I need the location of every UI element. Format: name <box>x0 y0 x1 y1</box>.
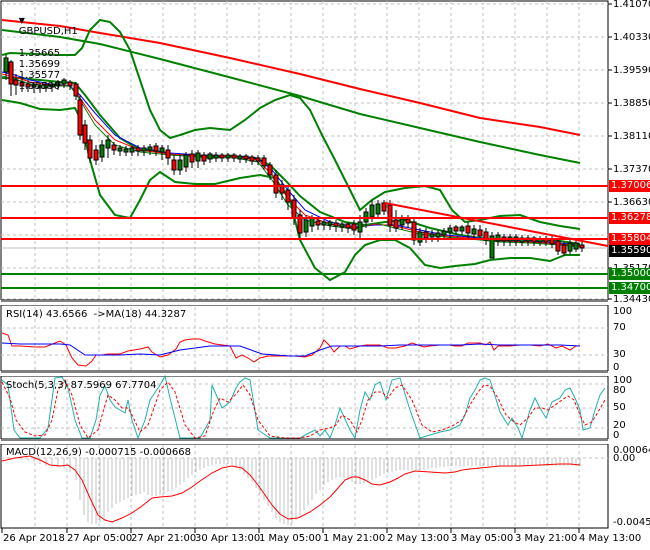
time-axis-label: 30 Apr 13:00 <box>195 533 261 544</box>
long-term-resistance-line[interactable] <box>1 19 581 136</box>
time-axis-label: 1 May 21:00 <box>323 533 386 544</box>
symbol-timeframe: GBPUSD,H1 <box>18 26 78 37</box>
rsi-axis-label: 0 <box>613 362 620 373</box>
time-axis-label: 4 May 13:00 <box>579 533 642 544</box>
time-axis-ticks <box>1 528 580 533</box>
time-axis-label: 26 Apr 2018 <box>3 533 65 544</box>
price-axis-label: 1.39590 <box>613 65 650 76</box>
macd-histogram <box>9 458 581 525</box>
stoch-axis-label: 80 <box>613 385 626 396</box>
time-axis-label: 2 May 13:00 <box>387 533 450 544</box>
stoch-main-line[interactable] <box>1 374 606 440</box>
macd-axis-label: -0.004529 <box>613 517 650 528</box>
price-tag-support-1: 1.35000 <box>609 268 650 280</box>
time-axis-label: 27 Apr 05:00 <box>67 533 133 544</box>
stoch-axis-label: 50 <box>613 402 626 413</box>
rsi-ma-line <box>1 342 581 357</box>
macd-axis-label: 0.000642 <box>613 445 650 456</box>
time-axis-label: 1 May 05:00 <box>259 533 322 544</box>
price-axis-label: 1.37370 <box>613 164 650 175</box>
rsi-title: RSI(14) 43.6566 ->MA(18) 44.3287 <box>6 309 187 320</box>
bollinger-upper <box>1 18 581 230</box>
candlesticks[interactable] <box>3 55 585 259</box>
price-axis-label: 1.36630 <box>613 197 650 208</box>
rsi-axis-label: 70 <box>613 322 626 333</box>
stoch-axis-label: 20 <box>613 420 626 431</box>
time-axis-label: 27 Apr 21:00 <box>131 533 197 544</box>
price-axis-label: 1.38110 <box>613 131 650 142</box>
price-axis-label: 1.41070 <box>613 0 650 10</box>
stoch-axis-label: 0 <box>613 430 620 441</box>
price-tag-resistance-2: 1.36278 <box>609 212 650 224</box>
horizontal-gridlines-main <box>1 3 608 300</box>
stoch-signal-line[interactable] <box>1 379 606 439</box>
price-tag-resistance-1: 1.37006 <box>609 180 650 192</box>
macd-title: MACD(12,26,9) -0.000715 -0.000668 <box>6 447 191 458</box>
ohlc-close: 1.35590 <box>18 81 61 92</box>
ohlc-high: 1.35699 <box>18 59 61 70</box>
price-axis-label: 1.34430 <box>613 294 650 305</box>
price-axis-label: 1.40330 <box>613 32 650 43</box>
ohlc-low: 1.35577 <box>18 70 61 81</box>
dropdown-arrow-icon[interactable]: ▼ <box>18 16 25 25</box>
time-axis-label: 3 May 05:00 <box>451 533 514 544</box>
stoch-gridlines <box>1 383 608 429</box>
rsi-axis-label: 30 <box>613 349 626 360</box>
macd-axis-label: 0.00 <box>613 453 636 464</box>
macd-signal-line <box>1 455 581 523</box>
price-axis-ticks <box>608 3 612 300</box>
ohlc-open: 1.35665 <box>18 48 61 59</box>
price-tag-last: 1.35590 <box>609 245 650 257</box>
stoch-title: Stoch(5,3,3) 87.5969 67.7704 <box>6 380 157 391</box>
price-axis-label: 1.38850 <box>613 98 650 109</box>
price-tag-support-2: 1.34700 <box>609 282 650 294</box>
price-tag-resistance-3: 1.35804 <box>609 233 650 245</box>
time-axis-label: 3 May 21:00 <box>515 533 578 544</box>
rsi-axis-label: 100 <box>613 306 633 317</box>
rsi-panel[interactable] <box>0 304 609 372</box>
chart-header: ▼ GBPUSD,H1 1.35665 1.35699 1.35577 1.35… <box>6 4 78 103</box>
stoch-axis-label: 100 <box>613 375 633 386</box>
rsi-gridlines <box>1 327 608 356</box>
long-term-green-line[interactable] <box>1 29 581 164</box>
